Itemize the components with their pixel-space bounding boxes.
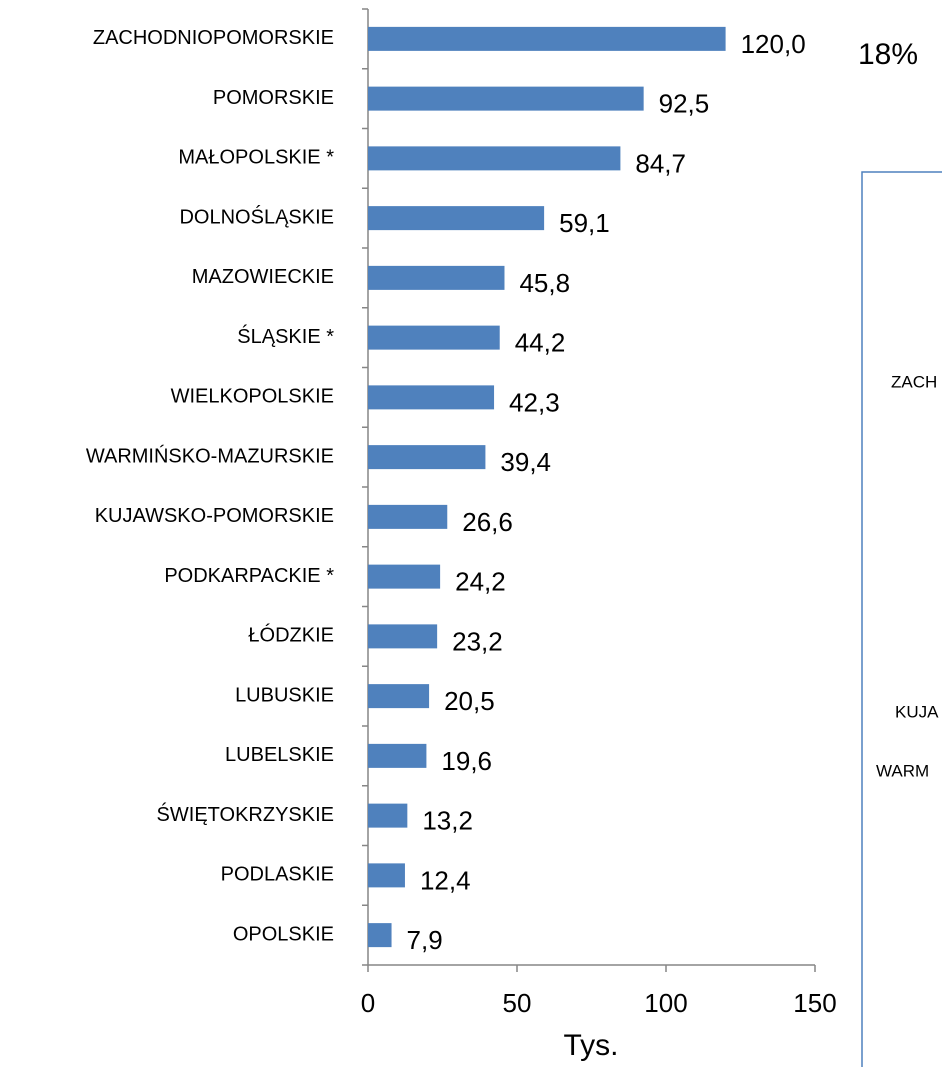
value-label: 23,2 <box>452 626 503 656</box>
bar <box>368 265 505 290</box>
value-label: 19,6 <box>441 746 492 776</box>
value-label: 12,4 <box>420 865 471 895</box>
value-label: 120,0 <box>741 29 806 59</box>
x-tick-label: 100 <box>644 988 687 1018</box>
bar <box>368 743 427 768</box>
value-label: 44,2 <box>515 328 566 358</box>
y-tick-label: ZACHODNIOPOMORSKIE <box>93 27 334 49</box>
side-panel-box <box>861 171 942 1067</box>
y-tick-label: PODLASKIE <box>221 864 334 886</box>
side-label: WARM <box>876 761 929 780</box>
bar <box>368 803 408 828</box>
bar <box>368 923 392 948</box>
bar <box>368 206 545 231</box>
bar <box>368 146 621 171</box>
side-label: ZACH <box>891 372 937 391</box>
y-tick-label: ŁÓDZKIE <box>248 624 334 647</box>
y-tick-label: ŚLĄSKIE * <box>237 324 334 348</box>
y-tick-label: PODKARPACKIE * <box>164 565 334 587</box>
y-tick-label: DOLNOŚLĄSKIE <box>179 204 334 228</box>
value-label: 26,6 <box>462 507 513 537</box>
x-tick-label: 50 <box>503 988 532 1018</box>
bar <box>368 325 500 350</box>
value-label: 39,4 <box>500 447 551 477</box>
value-label: 42,3 <box>509 387 560 417</box>
value-label: 24,2 <box>455 567 506 597</box>
bar <box>368 564 441 589</box>
x-tick-label: 150 <box>793 988 836 1018</box>
value-label: 59,1 <box>559 208 610 238</box>
y-tick-label: LUBELSKIE <box>225 744 334 766</box>
bar <box>368 86 644 111</box>
value-label: 13,2 <box>422 806 473 836</box>
x-axis-title: Tys. <box>563 1029 618 1062</box>
y-tick-label: OPOLSKIE <box>233 923 334 945</box>
side-percent: 18% <box>858 38 918 71</box>
x-tick-label: 0 <box>361 988 375 1018</box>
y-tick-label: ŚWIĘTOKRZYSKIE <box>157 802 334 826</box>
bar <box>368 863 405 888</box>
y-tick-label: WIELKOPOLSKIE <box>171 386 334 408</box>
value-label: 92,5 <box>659 89 710 119</box>
bar <box>368 26 726 51</box>
bar <box>368 684 430 709</box>
value-label: 20,5 <box>444 686 495 716</box>
side-label: KUJA <box>895 702 939 721</box>
y-tick-label: LUBUSKIE <box>235 684 334 706</box>
value-label: 45,8 <box>519 268 570 298</box>
value-label: 84,7 <box>635 148 686 178</box>
y-tick-label: WARMIŃSKO-MAZURSKIE <box>86 444 334 467</box>
bar <box>368 504 448 529</box>
bar <box>368 385 495 410</box>
bar <box>368 445 486 470</box>
y-tick-label: MAŁOPOLSKIE * <box>178 147 334 169</box>
y-tick-label: KUJAWSKO-POMORSKIE <box>95 505 334 527</box>
y-tick-label: MAZOWIECKIE <box>192 266 334 288</box>
bar <box>368 624 438 649</box>
y-tick-label: POMORSKIE <box>213 87 334 109</box>
value-label: 7,9 <box>407 925 443 955</box>
